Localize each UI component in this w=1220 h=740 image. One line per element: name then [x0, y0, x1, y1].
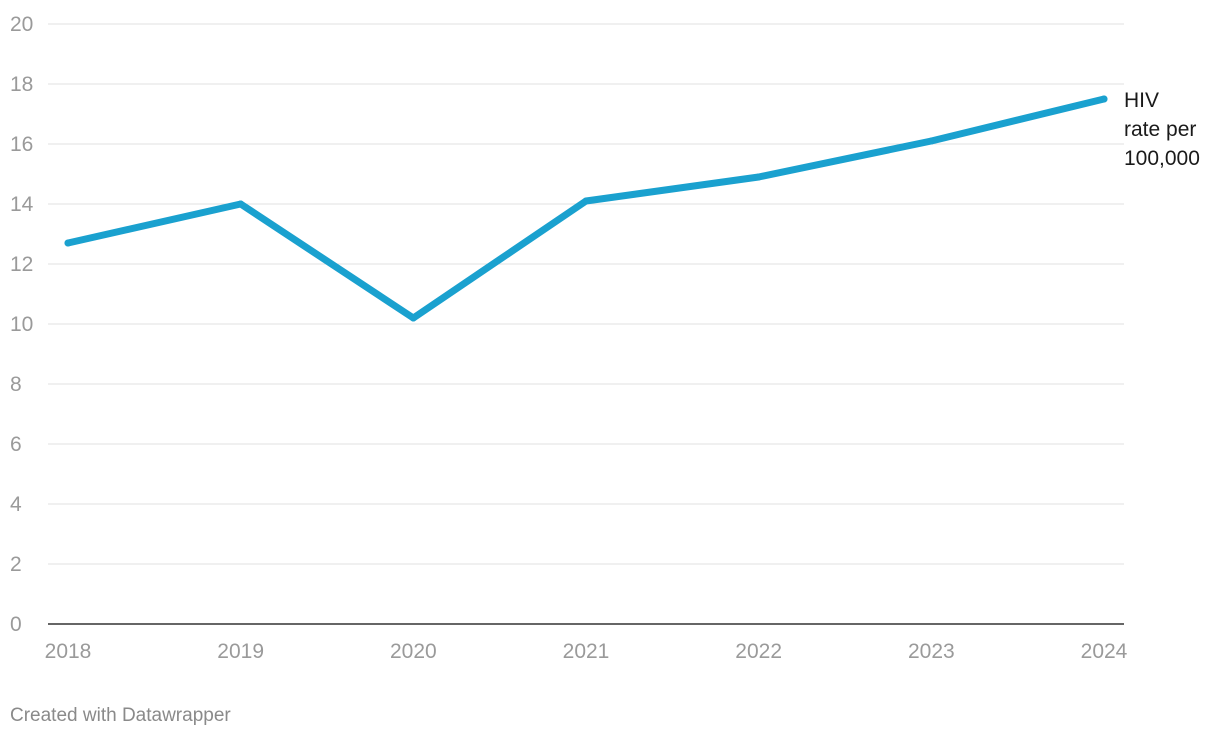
- y-tick-label: 6: [10, 433, 22, 456]
- x-tick-label: 2019: [217, 640, 264, 663]
- series-label: HIV rate per 100,000: [1124, 89, 1200, 170]
- grid-lines: [48, 23, 1124, 625]
- series-name-label: HIV rate per 100,000: [1124, 89, 1200, 170]
- data-point: [927, 137, 935, 145]
- series-layer: [64, 95, 1108, 322]
- x-axis-ticks: 2018 2019 2020 2021 2022 2023 2024: [45, 640, 1128, 663]
- data-point: [237, 200, 245, 208]
- x-tick-label: 2024: [1081, 640, 1128, 663]
- data-point: [64, 239, 72, 247]
- x-tick-label: 2023: [908, 640, 955, 663]
- credit-text: Created with Datawrapper: [10, 705, 231, 726]
- y-axis-ticks: 0 2 4 6 8 10 12 14 16 18 20: [10, 13, 34, 636]
- series-line: [64, 95, 1108, 322]
- y-tick-label: 8: [10, 373, 22, 396]
- y-tick-label: 20: [10, 13, 33, 36]
- y-tick-label: 18: [10, 73, 33, 96]
- x-tick-label: 2018: [45, 640, 92, 663]
- x-tick-label: 2021: [563, 640, 610, 663]
- data-point: [1100, 95, 1108, 103]
- y-tick-label: 2: [10, 553, 22, 576]
- y-tick-label: 16: [10, 133, 33, 156]
- x-tick-label: 2020: [390, 640, 437, 663]
- y-tick-label: 10: [10, 313, 33, 336]
- y-tick-label: 4: [10, 493, 22, 516]
- y-tick-label: 0: [10, 613, 22, 636]
- data-point: [409, 314, 417, 322]
- y-tick-label: 14: [10, 193, 34, 216]
- data-point: [582, 197, 590, 205]
- y-tick-label: 12: [10, 253, 33, 276]
- x-tick-label: 2022: [735, 640, 782, 663]
- data-point: [755, 173, 763, 181]
